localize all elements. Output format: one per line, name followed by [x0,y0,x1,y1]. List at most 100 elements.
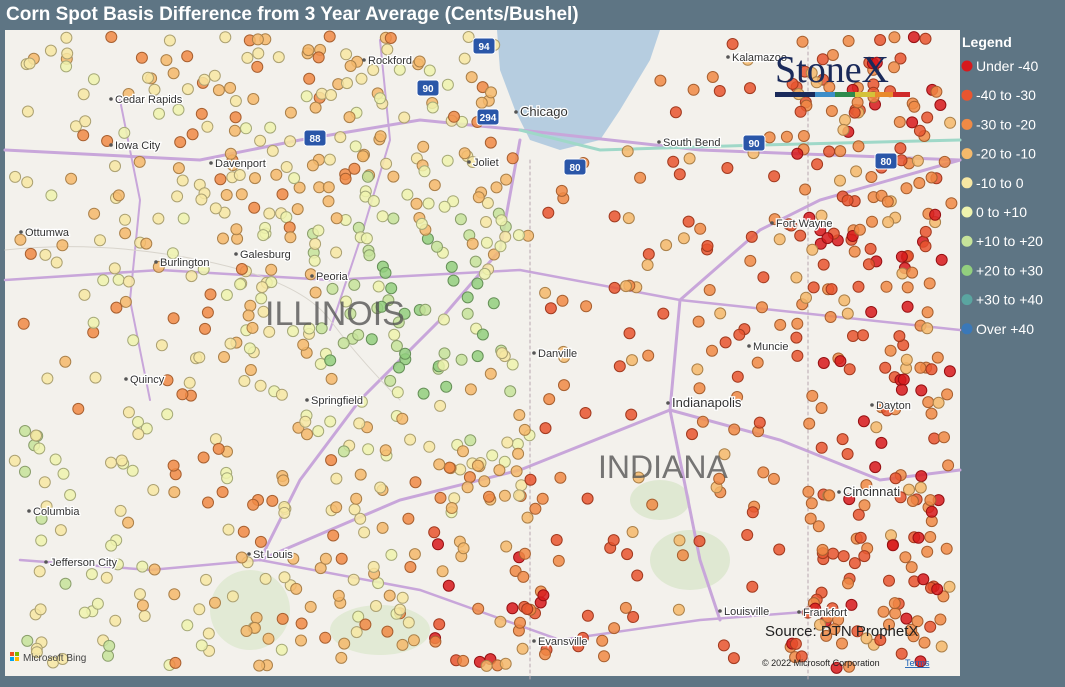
basis-dot [484,367,497,380]
basis-dot [646,498,659,511]
basis-dot [379,266,392,279]
basis-dot [148,563,161,576]
basis-dot [889,472,902,485]
basis-dot [486,449,499,462]
basis-dot [714,307,727,320]
source: Source: DTN ProphetX [765,623,918,640]
city-label: Frankfort [803,607,847,619]
basis-dot [780,130,793,143]
basis-dot [136,599,149,612]
basis-dot [284,106,297,119]
basis-dot [167,312,180,325]
basis-dot [272,51,285,64]
basis-dot [521,603,534,615]
basis-dot [554,471,567,484]
basis-dot [133,155,146,168]
basis-dot [394,603,406,616]
city-marker [310,274,314,278]
legend-title: Legend [962,34,1012,50]
basis-dot [374,130,387,143]
basis-dot [667,155,680,168]
basis-dot [202,627,215,640]
basis-dot [790,331,803,344]
basis-dot [556,294,569,307]
basis-dot [266,494,279,507]
basis-dot [348,278,361,291]
basis-dot [728,423,741,436]
basis-dot [498,455,511,468]
basis-dot [359,618,372,631]
basis-dot [363,249,376,262]
basis-dot [721,162,734,174]
basis-dot [122,516,135,529]
basis-dot [807,281,820,294]
basis-dot [309,237,322,250]
basis-dot [843,660,856,673]
basis-dot [881,404,894,417]
basis-dot [250,611,263,624]
basis-dot [858,550,871,563]
basis-dot [923,277,936,290]
basis-dot [884,344,897,357]
basis-dot [214,173,227,186]
basis-dot [919,32,932,45]
basis-dot [413,55,426,68]
city-label: Galesburg [240,249,291,261]
terms-link[interactable]: Terms [905,658,930,668]
basis-dot [800,291,812,304]
basis-dot [398,307,411,320]
basis-dot [824,311,837,323]
basis-dot [396,591,409,604]
basis-dot [885,529,897,542]
basis-dot [866,215,878,228]
basis-dots [8,30,958,674]
basis-dot [851,96,864,109]
city-marker [657,140,661,144]
basis-dot [185,270,198,283]
basis-dot [860,632,873,645]
basis-dot [35,534,48,547]
basis-dot [622,212,635,225]
basis-dot [802,485,815,498]
basis-dot [176,174,189,187]
basis-dot [510,465,523,478]
basis-dot [372,280,385,293]
basis-dot [56,239,69,252]
basis-dot [436,565,449,578]
basis-dot [513,409,526,421]
basis-dot [161,408,174,421]
basis-dot [209,433,222,446]
basis-dot [344,60,357,72]
basis-dot [938,431,950,444]
basis-dot [217,232,229,245]
highway-shield [472,37,496,55]
basis-dot [496,347,508,360]
basis-dot [462,31,475,43]
basis-dot [906,266,919,279]
basis-dot [805,66,818,79]
basis-dot [521,511,534,524]
basis-dot [111,558,124,571]
basis-dot [72,402,85,415]
basis-dot [756,301,768,314]
basis-dot [85,568,98,581]
basis-dot [254,535,267,548]
basis-dot [940,542,953,555]
basis-dot [193,351,206,364]
basis-dot [836,637,848,650]
basis-dot [64,489,77,501]
basis-dot [945,197,958,210]
basis-dot [941,388,954,401]
basis-dot [78,288,91,301]
basis-dot [390,340,403,352]
basis-dot [100,571,113,584]
basis-dot [312,51,325,64]
basis-dot [925,505,938,518]
basis-dot [264,121,277,134]
legend-label: -10 to 0 [976,175,1024,191]
lake-michigan [497,30,660,150]
basis-dot [24,247,37,260]
basis-dot [39,248,52,261]
basis-dot [134,588,146,601]
